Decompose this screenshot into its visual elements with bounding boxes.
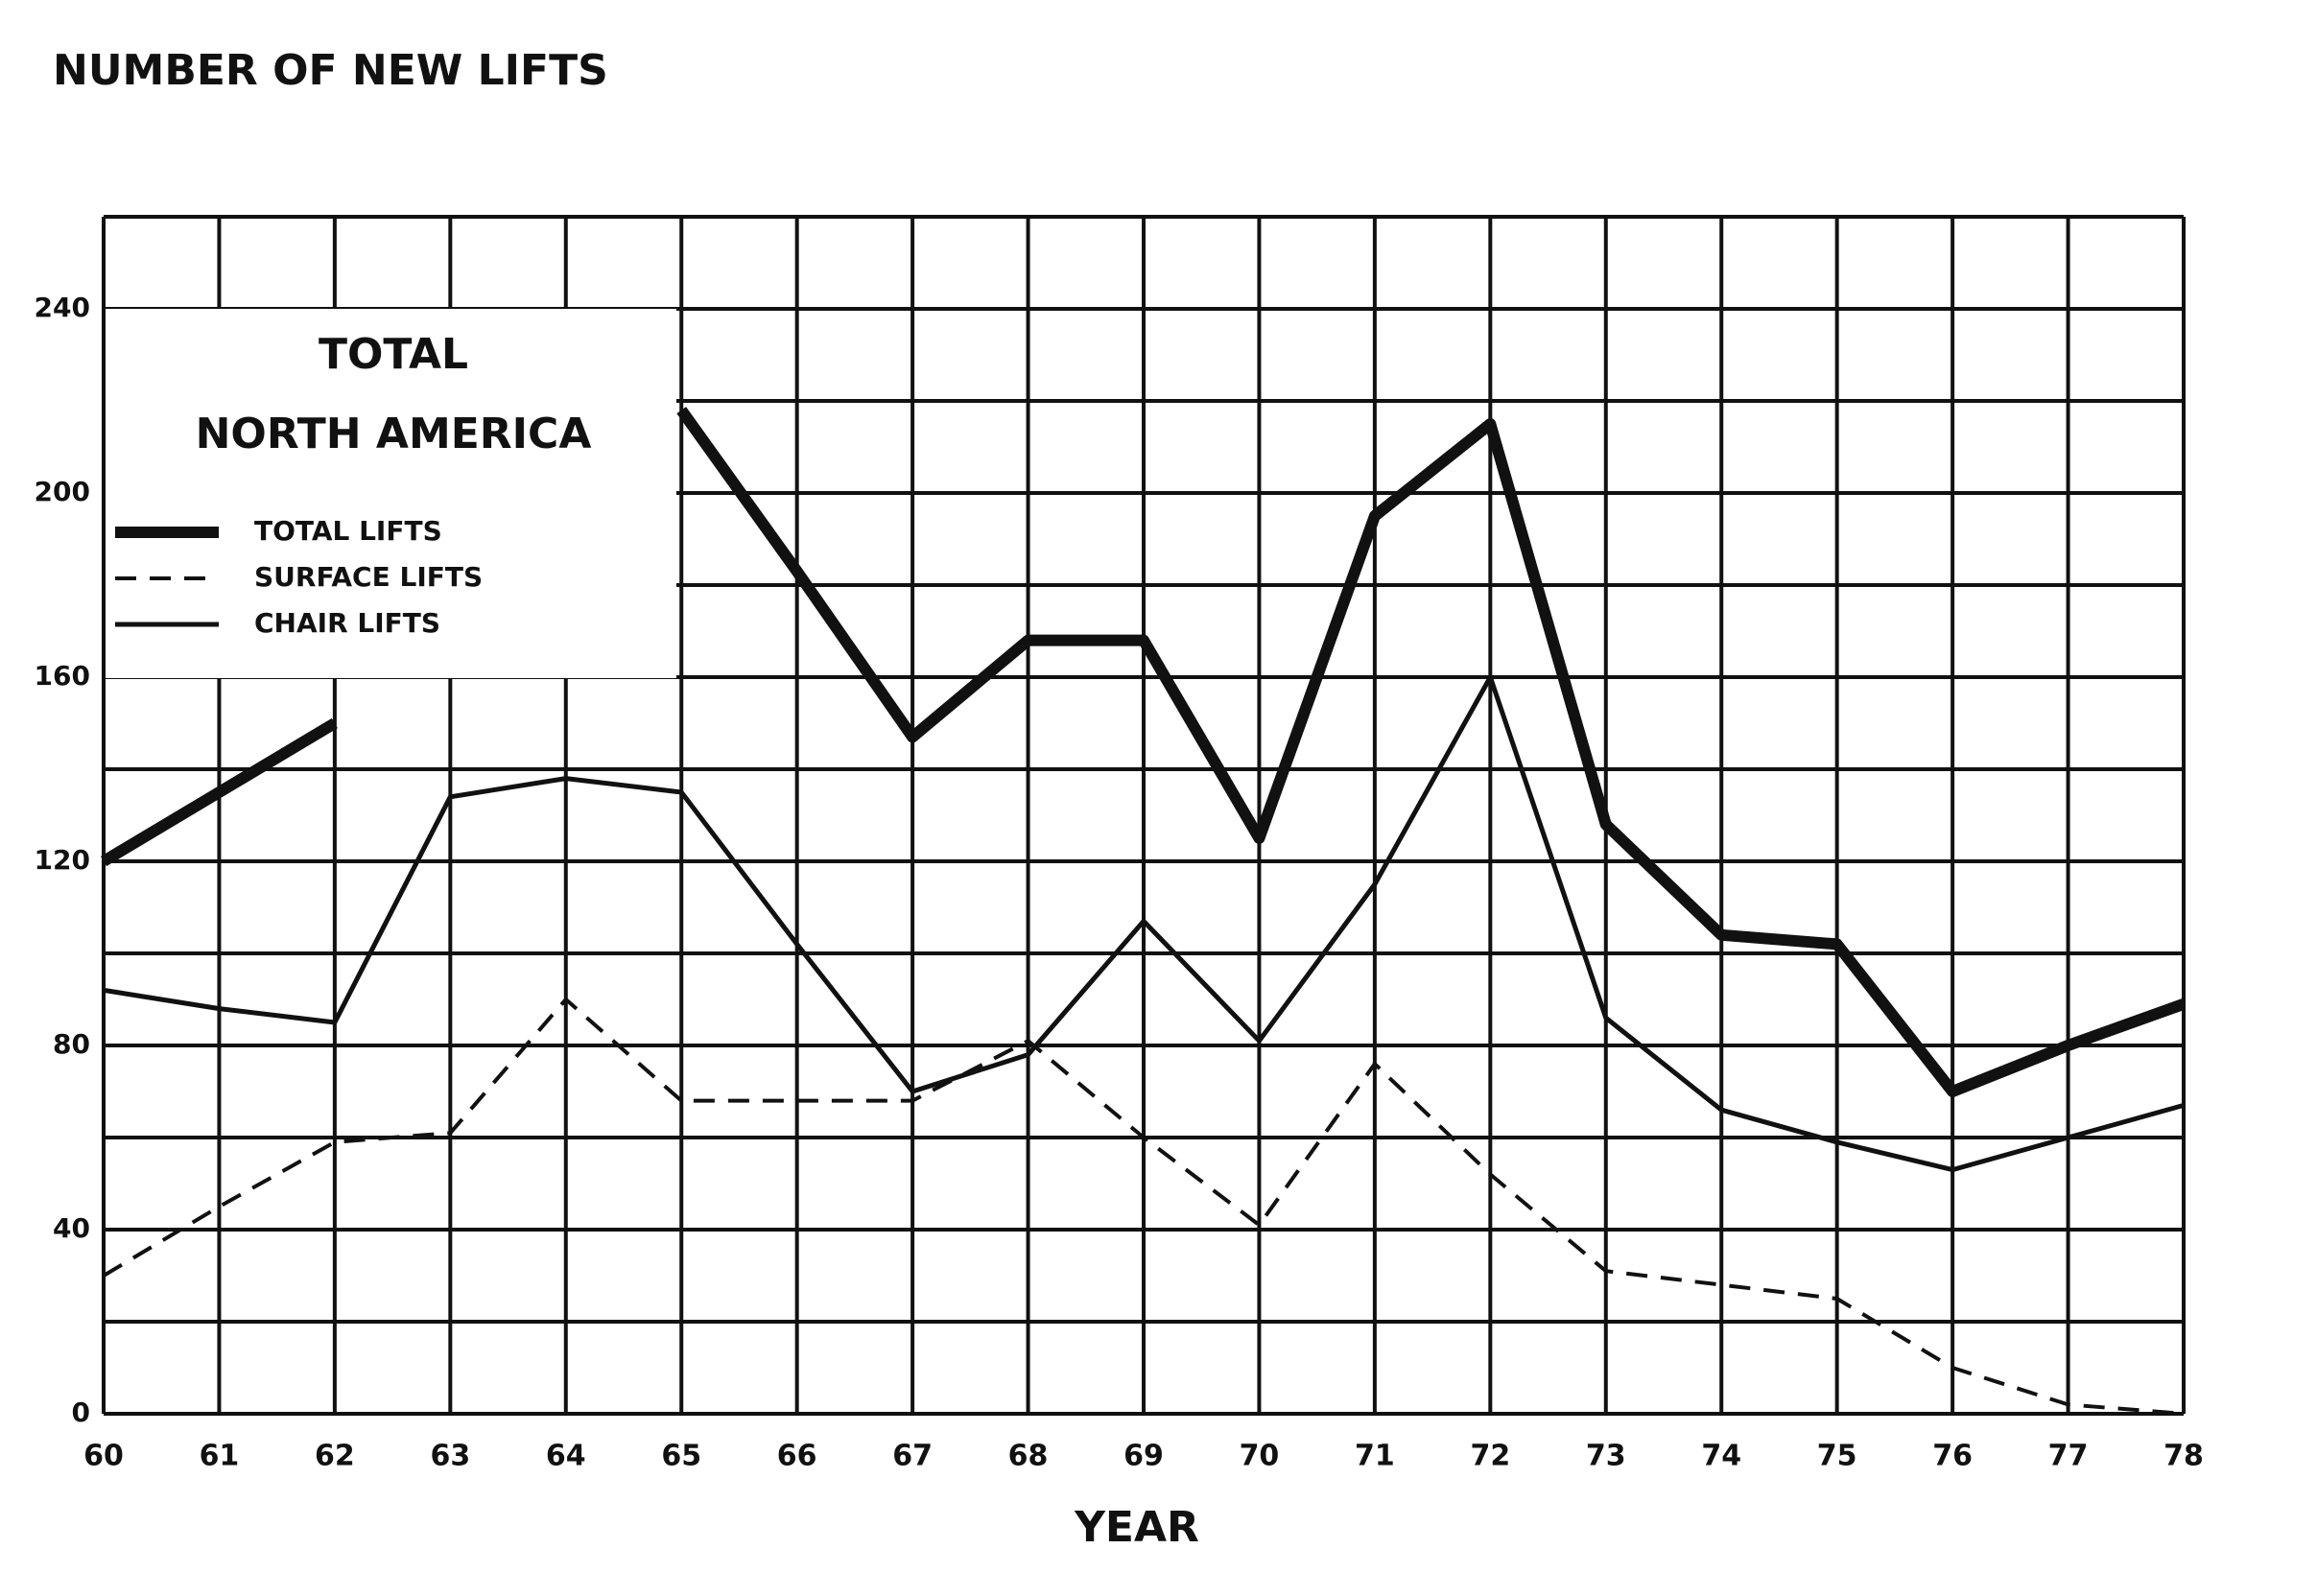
x-tick-label: 71 xyxy=(1355,1440,1395,1473)
x-tick-label: 65 xyxy=(661,1440,701,1473)
y-tick-label: 80 xyxy=(53,1028,90,1060)
x-tick-label: 61 xyxy=(200,1440,240,1473)
x-tick-label: 75 xyxy=(1817,1440,1857,1473)
x-tick-label: 69 xyxy=(1123,1440,1164,1473)
series-line xyxy=(100,717,338,867)
legend-box xyxy=(106,309,676,678)
x-tick-label: 66 xyxy=(777,1440,817,1473)
y-tick-label: 40 xyxy=(53,1212,90,1244)
annotation: NORTH AMERICA xyxy=(196,410,592,458)
x-tick-label: 78 xyxy=(2163,1440,2204,1473)
series-line xyxy=(676,407,2187,1097)
x-tick-label: 64 xyxy=(546,1440,586,1473)
annotation: TOTAL xyxy=(319,330,468,379)
x-tick-label: 76 xyxy=(1932,1440,1973,1473)
x-tick-label: 72 xyxy=(1470,1440,1510,1473)
y-tick-label: 200 xyxy=(35,476,90,507)
legend-label: CHAIR LIFTS xyxy=(254,607,440,639)
x-axis-label: YEAR xyxy=(1074,1503,1199,1552)
x-tick-label: 62 xyxy=(315,1440,355,1473)
chart-title: NUMBER OF NEW LIFTS xyxy=(53,46,608,95)
x-tick-label: 77 xyxy=(2048,1440,2089,1473)
x-tick-label: 60 xyxy=(83,1440,124,1473)
x-tick-label: 63 xyxy=(430,1440,470,1473)
legend-label: TOTAL LIFTS xyxy=(254,515,442,547)
legend-label: SURFACE LIFTS xyxy=(254,561,483,593)
x-tick-label: 68 xyxy=(1008,1440,1049,1473)
x-tick-label: 73 xyxy=(1586,1440,1626,1473)
series-line xyxy=(102,998,2185,1416)
y-tick-label: 240 xyxy=(35,292,90,323)
y-tick-label: 0 xyxy=(72,1396,90,1428)
series-line xyxy=(103,674,2185,1173)
y-tick-label: 120 xyxy=(35,844,90,876)
y-tick-label: 160 xyxy=(35,660,90,692)
x-tick-label: 67 xyxy=(892,1440,933,1473)
x-tick-label: 74 xyxy=(1701,1440,1741,1473)
x-tick-label: 70 xyxy=(1240,1440,1280,1473)
